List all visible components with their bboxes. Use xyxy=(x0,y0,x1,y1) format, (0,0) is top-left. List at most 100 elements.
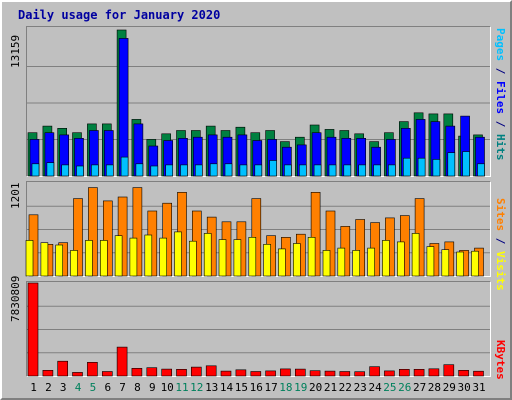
kbytes-bar-day-25 xyxy=(384,370,395,377)
day-label-25: 25 xyxy=(383,381,397,394)
pages-bar-day-3 xyxy=(61,164,70,177)
visits-bar-day-20 xyxy=(310,192,321,277)
kbytes-bar-day-31 xyxy=(473,370,484,377)
sites-bar-day-17 xyxy=(263,244,271,277)
sites-bar-day-22 xyxy=(337,247,346,277)
day-label-17: 17 xyxy=(264,381,278,394)
sites-bar-day-23 xyxy=(352,250,361,277)
kbytes-bar-day-9 xyxy=(146,367,158,377)
chart-title: Daily usage for January 2020 xyxy=(18,8,221,22)
day-label-23: 23 xyxy=(353,381,367,394)
day-label-19: 19 xyxy=(294,381,308,394)
hits-files-pages-legend: Pages / Files / Hits xyxy=(494,28,507,161)
sites-bar-day-31 xyxy=(471,250,479,277)
sites-bar-day-4 xyxy=(70,250,78,277)
sites-bar-day-2 xyxy=(40,242,49,277)
sites-bar-day-10 xyxy=(159,237,167,277)
pages-bar-day-13 xyxy=(209,163,218,177)
day-label-3: 3 xyxy=(59,381,67,394)
kbytes-bar-day-14 xyxy=(220,370,232,377)
kbytes-bar-day-28 xyxy=(428,368,440,377)
day-label-8: 8 xyxy=(134,381,141,394)
sites-bar-day-7 xyxy=(114,235,123,277)
sites-bar-day-1 xyxy=(25,240,34,277)
sites-bar-day-24 xyxy=(367,247,375,277)
day-label-4: 4 xyxy=(74,381,82,394)
hits-ymax-label: 13159 xyxy=(9,34,22,68)
kbytes-bar-day-6 xyxy=(102,371,113,377)
visits-ymax-label: 1201 xyxy=(9,182,22,210)
pages-bar-day-14 xyxy=(224,163,233,177)
sites-bar-day-21 xyxy=(322,250,331,277)
kbytes-bar-day-13 xyxy=(205,365,217,377)
kbytes-bar-day-2 xyxy=(42,369,54,377)
sites-bar-day-28 xyxy=(426,246,435,277)
visits-bar-day-23 xyxy=(355,219,366,277)
pages-bar-day-17 xyxy=(269,160,277,177)
sites-bar-day-13 xyxy=(203,233,212,277)
pages-bar-day-22 xyxy=(343,164,352,177)
pages-bar-day-21 xyxy=(328,164,337,177)
pages-bar-day-1 xyxy=(31,163,40,177)
kbytes-bar-day-12 xyxy=(191,366,202,377)
legend-sites: Sites xyxy=(494,198,507,232)
legend-sep-2: / xyxy=(494,114,507,134)
pages-bar-day-19 xyxy=(298,164,307,177)
kbytes-bar-day-10 xyxy=(161,368,172,377)
day-label-30: 30 xyxy=(457,381,471,394)
day-label-6: 6 xyxy=(104,381,112,394)
pages-bar-day-9 xyxy=(150,165,159,177)
day-label-14: 14 xyxy=(219,381,234,394)
kbytes-bar-day-21 xyxy=(324,370,336,377)
pages-bar-day-28 xyxy=(432,159,441,177)
legend-files: Files xyxy=(494,81,507,115)
kbytes-bar-day-15 xyxy=(235,369,247,377)
sites-bar-day-30 xyxy=(456,251,464,277)
day-label-24: 24 xyxy=(368,381,382,394)
pages-bar-day-31 xyxy=(477,163,485,177)
pages-bar-day-26 xyxy=(402,157,411,177)
day-label-18: 18 xyxy=(279,381,293,394)
sites-bar-day-26 xyxy=(396,241,405,277)
sites-bar-day-12 xyxy=(189,240,197,277)
pages-bar-day-15 xyxy=(239,164,248,177)
day-label-13: 13 xyxy=(205,381,219,394)
kbytes-bar-day-20 xyxy=(309,370,321,377)
sites-bar-day-14 xyxy=(218,239,227,277)
pages-bar-day-2 xyxy=(46,162,55,177)
day-label-2: 2 xyxy=(45,381,52,394)
sites-bar-day-11 xyxy=(174,231,182,277)
legend-hits: Hits xyxy=(494,134,507,161)
day-label-20: 20 xyxy=(308,381,323,394)
day-label-16: 16 xyxy=(249,381,263,394)
pages-bar-day-4 xyxy=(76,165,84,177)
kbytes-bar-day-29 xyxy=(443,364,455,377)
kbytes-bar-day-7 xyxy=(116,346,128,377)
visits-bar-day-5 xyxy=(88,187,98,277)
sites-bar-day-5 xyxy=(85,240,93,277)
kbytes-bar-day-18 xyxy=(280,368,291,377)
pages-bar-day-12 xyxy=(195,164,203,177)
pages-bar-day-30 xyxy=(462,151,470,177)
day-label-21: 21 xyxy=(323,381,338,394)
pages-bar-day-18 xyxy=(284,164,292,177)
kbytes-bar-day-4 xyxy=(72,372,83,377)
legend-visits: Visits xyxy=(494,251,507,291)
day-label-15: 15 xyxy=(234,381,249,394)
day-label-5: 5 xyxy=(89,381,97,394)
legend-pages: Pages xyxy=(494,28,507,62)
pages-bar-day-29 xyxy=(447,152,456,177)
day-label-1: 1 xyxy=(30,381,37,394)
sites-bar-day-25 xyxy=(382,240,390,277)
pages-bar-day-11 xyxy=(180,164,188,177)
visits-bar-day-8 xyxy=(132,187,143,277)
day-label-12: 12 xyxy=(190,381,204,394)
day-label-7: 7 xyxy=(119,381,126,394)
pages-bar-day-8 xyxy=(135,163,144,177)
sites-bar-day-29 xyxy=(441,249,450,277)
kbytes-bar-day-30 xyxy=(458,369,469,377)
pages-bar-day-6 xyxy=(106,164,114,177)
visits-sites-legend: Sites / Visits xyxy=(494,198,507,291)
